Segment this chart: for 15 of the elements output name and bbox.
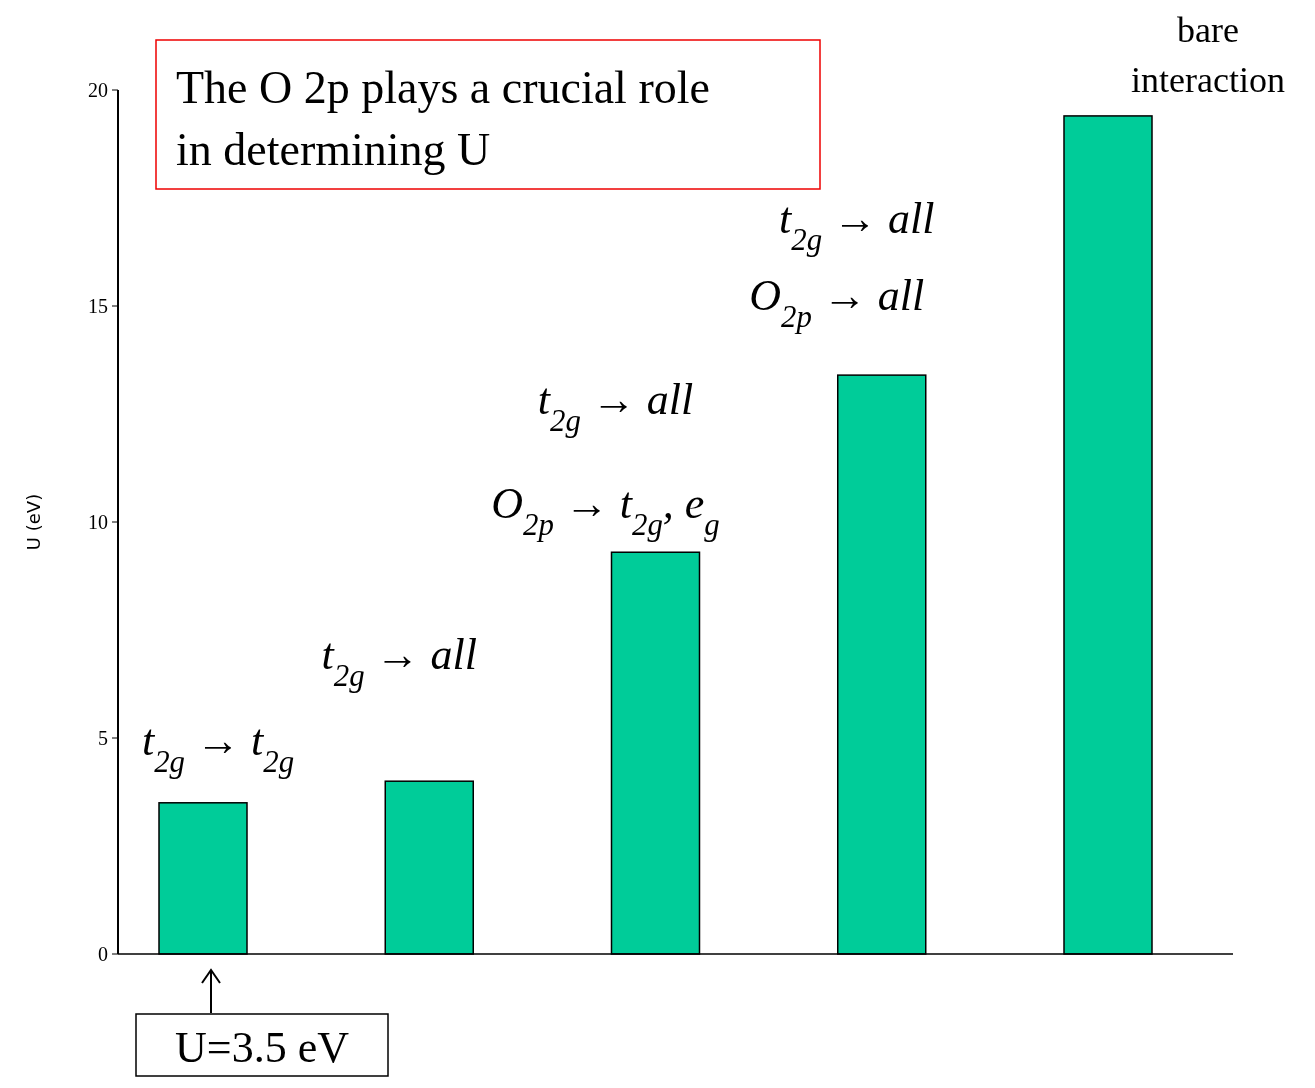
- annotation: The O 2p plays a crucial role in determining U: [176, 62, 710, 175]
- annotation: t$_{2g}$ → t$_{2g}$: [141, 716, 295, 780]
- annotation: O$_{2p}$ → all: [749, 271, 925, 335]
- y-axis-title: U (eV): [23, 493, 44, 551]
- y-tick-label: 10: [88, 511, 108, 533]
- annotation: t$_{2g}$ → all: [321, 629, 477, 693]
- y-tick-label: 5: [98, 727, 108, 749]
- y-tick-label: 15: [88, 295, 108, 317]
- annotation: t$_{2g}$ → all: [537, 375, 694, 438]
- annotation: bare interaction: [1131, 10, 1285, 100]
- y-tick-label: 0: [98, 943, 108, 965]
- annotation: O$_{2p}$ → t$_{2g}$, e$_{g}$: [491, 478, 720, 542]
- annotation: t$_{2g}$ → all: [779, 193, 935, 257]
- text: U=3.5 eV: [175, 1023, 350, 1072]
- y-tick-label: 20: [88, 79, 108, 101]
